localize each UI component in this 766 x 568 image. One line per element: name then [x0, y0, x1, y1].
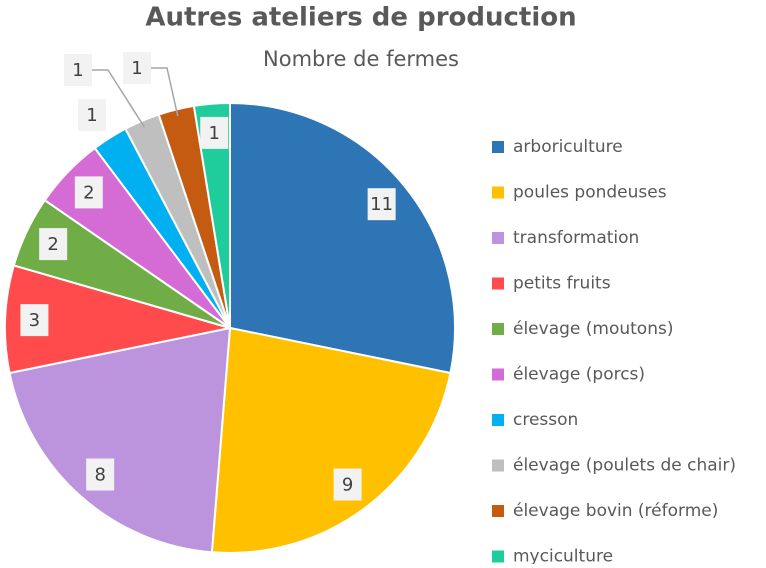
data-label-box: [367, 188, 396, 221]
pie-slice: [192, 101, 231, 329]
legend-swatch: [492, 277, 504, 290]
data-label-box: [74, 176, 103, 209]
legend-label: transformation: [513, 228, 639, 248]
legend-swatch: [492, 505, 504, 517]
data-label: 1: [209, 123, 220, 144]
legend-swatch: [492, 186, 504, 199]
legend-swatch: [492, 414, 504, 426]
pie-slice: [8, 326, 232, 554]
legend-label: poules pondeuses: [513, 183, 667, 203]
data-label-box: [200, 116, 229, 149]
data-label: 11: [370, 194, 393, 215]
data-label-box: [86, 458, 115, 491]
pie-slice: [229, 101, 456, 375]
legend-label: élevage (porcs): [513, 365, 645, 385]
data-label-box: [123, 52, 151, 84]
data-label: 1: [86, 105, 97, 126]
legend-label: élevage (poulets de chair): [513, 456, 736, 476]
chart-title: Autres ateliers de production: [145, 3, 576, 33]
legend-swatch: [492, 323, 504, 335]
legend-swatch: [492, 368, 504, 381]
data-label-box: [78, 99, 106, 131]
chart-subtitle: Nombre de fermes: [263, 47, 459, 71]
legend-swatch: [492, 550, 504, 563]
data-label-box: [64, 54, 92, 86]
legend-label: petits fruits: [513, 274, 611, 294]
data-label: 2: [47, 234, 58, 255]
data-label: 9: [342, 474, 353, 495]
legend-label: myciculture: [513, 547, 613, 565]
legend-label: arboriculture: [513, 137, 623, 157]
legend-label: cresson: [513, 410, 578, 430]
data-label: 8: [94, 465, 105, 486]
legend-label: élevage bovin (réforme): [513, 501, 718, 521]
legend-swatch: [492, 459, 504, 472]
legend-swatch: [492, 141, 504, 153]
data-label: 1: [72, 60, 83, 81]
data-label-box: [333, 468, 362, 501]
leader-line: [92, 69, 146, 128]
legend-swatch: [492, 232, 504, 244]
leader-line: [151, 67, 179, 117]
pie-slice: [4, 264, 231, 375]
legend-label: élevage (moutons): [513, 319, 673, 339]
data-label: 1: [131, 58, 142, 79]
data-label-box: [20, 304, 49, 337]
data-label: 3: [29, 310, 40, 331]
data-label: 2: [83, 182, 94, 203]
pie-slice: [210, 326, 452, 554]
data-label-box: [39, 228, 68, 261]
